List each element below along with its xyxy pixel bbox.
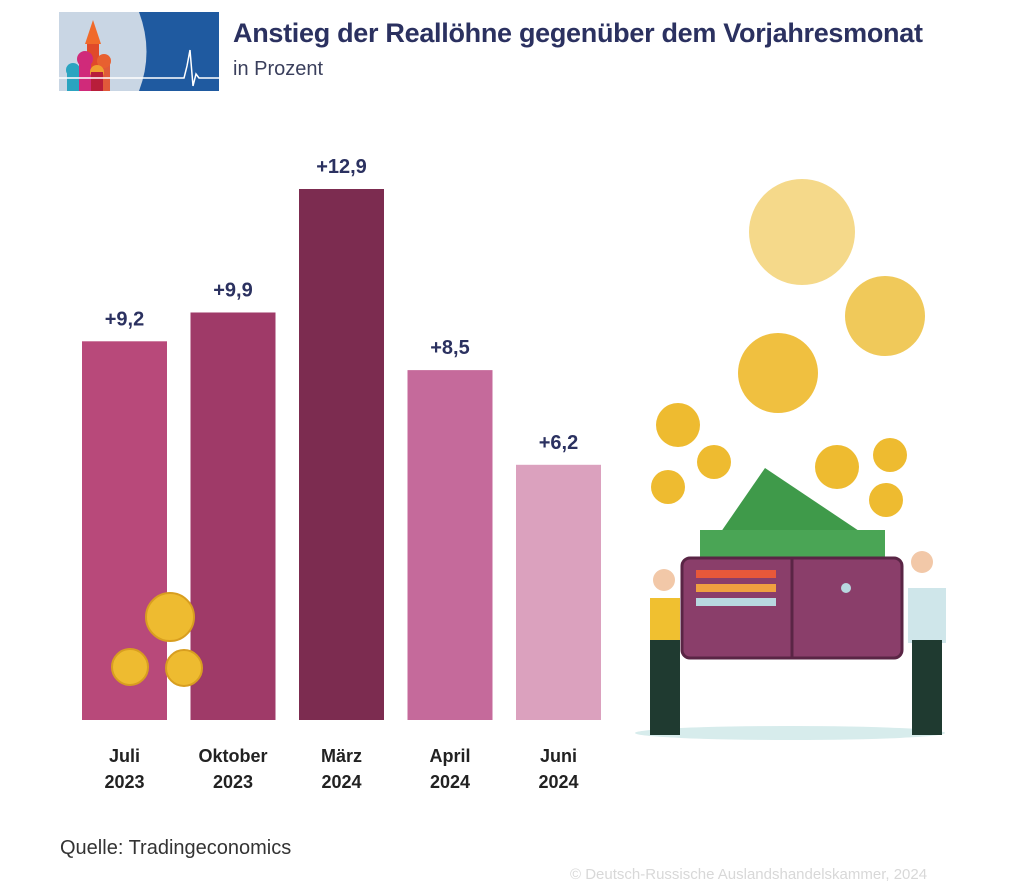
x-tick-label: Juni (540, 746, 577, 766)
bar-chart: +9,2 Juli 2023 +9,9 Oktober 2023 +12,9 März 2024… (82, 156, 601, 792)
source-note: Quelle: Tradingeconomics (60, 837, 292, 859)
x-tick-label: 2024 (430, 772, 470, 792)
coin-icon (111, 648, 149, 686)
bar (516, 464, 601, 720)
x-tick-label: 2023 (104, 772, 144, 792)
x-tick-label: Oktober (198, 746, 267, 766)
chart-subtitle: in Prozent (233, 58, 324, 80)
x-tick-label: 2024 (538, 772, 578, 792)
x-tick-label: April (429, 746, 470, 766)
x-tick-label: 2024 (321, 772, 361, 792)
x-tick-label: 2023 (213, 772, 253, 792)
x-tick-label: März (321, 746, 362, 766)
bar (190, 312, 276, 720)
data-label: +9,9 (213, 279, 252, 301)
data-label: +8,5 (430, 337, 469, 359)
coin-icon (165, 649, 203, 687)
data-label: +9,2 (105, 308, 144, 330)
x-tick-label: Juli (109, 746, 140, 766)
copyright-note: © Deutsch-Russische Auslandshandelskamme… (570, 866, 928, 883)
chart-title: Anstieg der Reallöhne gegenüber dem Vorj… (233, 18, 923, 48)
logo-icon (59, 12, 219, 91)
data-label: +6,2 (539, 432, 578, 454)
bar (407, 370, 493, 720)
coin-icon (145, 592, 195, 642)
data-label: +12,9 (316, 156, 367, 178)
wallet-coins-illustration (635, 179, 946, 740)
bar (299, 189, 384, 720)
